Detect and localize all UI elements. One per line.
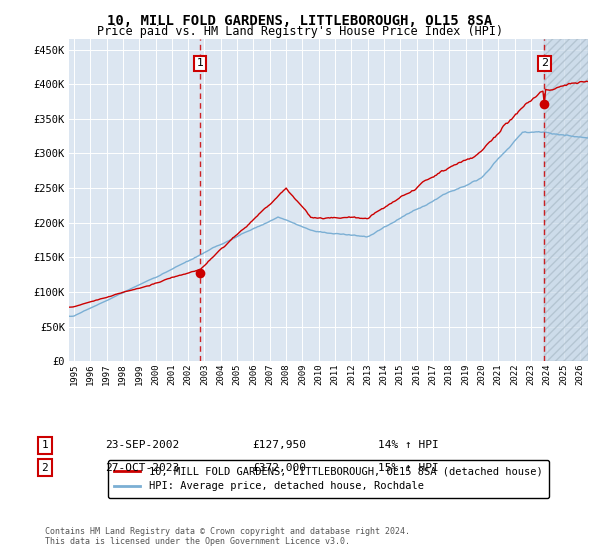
Text: £127,950: £127,950 — [252, 440, 306, 450]
Legend: 10, MILL FOLD GARDENS, LITTLEBOROUGH, OL15 8SA (detached house), HPI: Average pr: 10, MILL FOLD GARDENS, LITTLEBOROUGH, OL… — [108, 460, 549, 498]
Text: Price paid vs. HM Land Registry's House Price Index (HPI): Price paid vs. HM Land Registry's House … — [97, 25, 503, 38]
Text: 10, MILL FOLD GARDENS, LITTLEBOROUGH, OL15 8SA: 10, MILL FOLD GARDENS, LITTLEBOROUGH, OL… — [107, 14, 493, 28]
Text: Contains HM Land Registry data © Crown copyright and database right 2024.
This d: Contains HM Land Registry data © Crown c… — [45, 526, 410, 546]
Text: 2: 2 — [541, 58, 548, 68]
Text: 1: 1 — [41, 440, 49, 450]
Bar — [544, 39, 588, 361]
Text: 15% ↑ HPI: 15% ↑ HPI — [378, 463, 439, 473]
Text: 2: 2 — [41, 463, 49, 473]
Text: 23-SEP-2002: 23-SEP-2002 — [105, 440, 179, 450]
Text: 14% ↑ HPI: 14% ↑ HPI — [378, 440, 439, 450]
Text: 1: 1 — [197, 58, 203, 68]
Text: £372,000: £372,000 — [252, 463, 306, 473]
Text: 27-OCT-2023: 27-OCT-2023 — [105, 463, 179, 473]
